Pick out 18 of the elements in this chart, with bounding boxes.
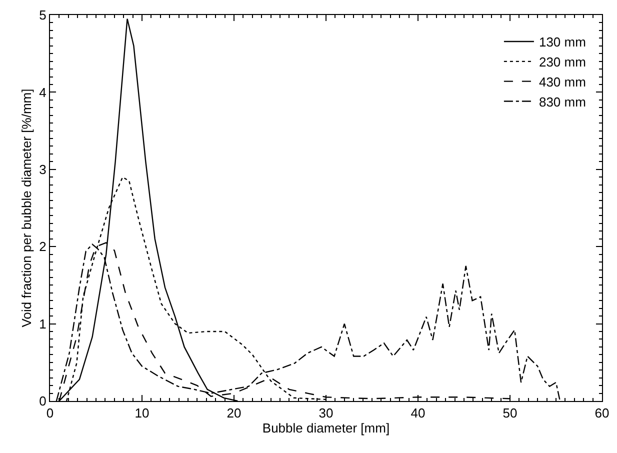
y-tick-label: 4 — [39, 84, 46, 100]
legend-label: 430 mm — [538, 74, 586, 90]
x-axis-title: Bubble diameter [mm] — [262, 420, 390, 436]
y-axis-title: Void fraction per bubble diameter [%/mm] — [19, 88, 34, 328]
y-tick-label: 1 — [39, 316, 46, 332]
legend-label: 130 mm — [538, 34, 586, 50]
y-tick-label: 3 — [39, 162, 46, 177]
x-tick-label: 60 — [594, 406, 610, 421]
y-tick-label: 5 — [39, 8, 46, 23]
legend-label: 830 mm — [538, 94, 586, 110]
x-tick-label: 50 — [502, 406, 518, 421]
x-tick-label: 20 — [226, 406, 242, 421]
y-tick-label: 2 — [39, 239, 46, 254]
x-tick-label: 30 — [318, 406, 334, 421]
x-tick-label: 40 — [410, 406, 426, 421]
y-tick-label: 0 — [39, 394, 46, 409]
legend-label: 230 mm — [538, 54, 586, 70]
x-tick-label: 10 — [134, 406, 150, 421]
